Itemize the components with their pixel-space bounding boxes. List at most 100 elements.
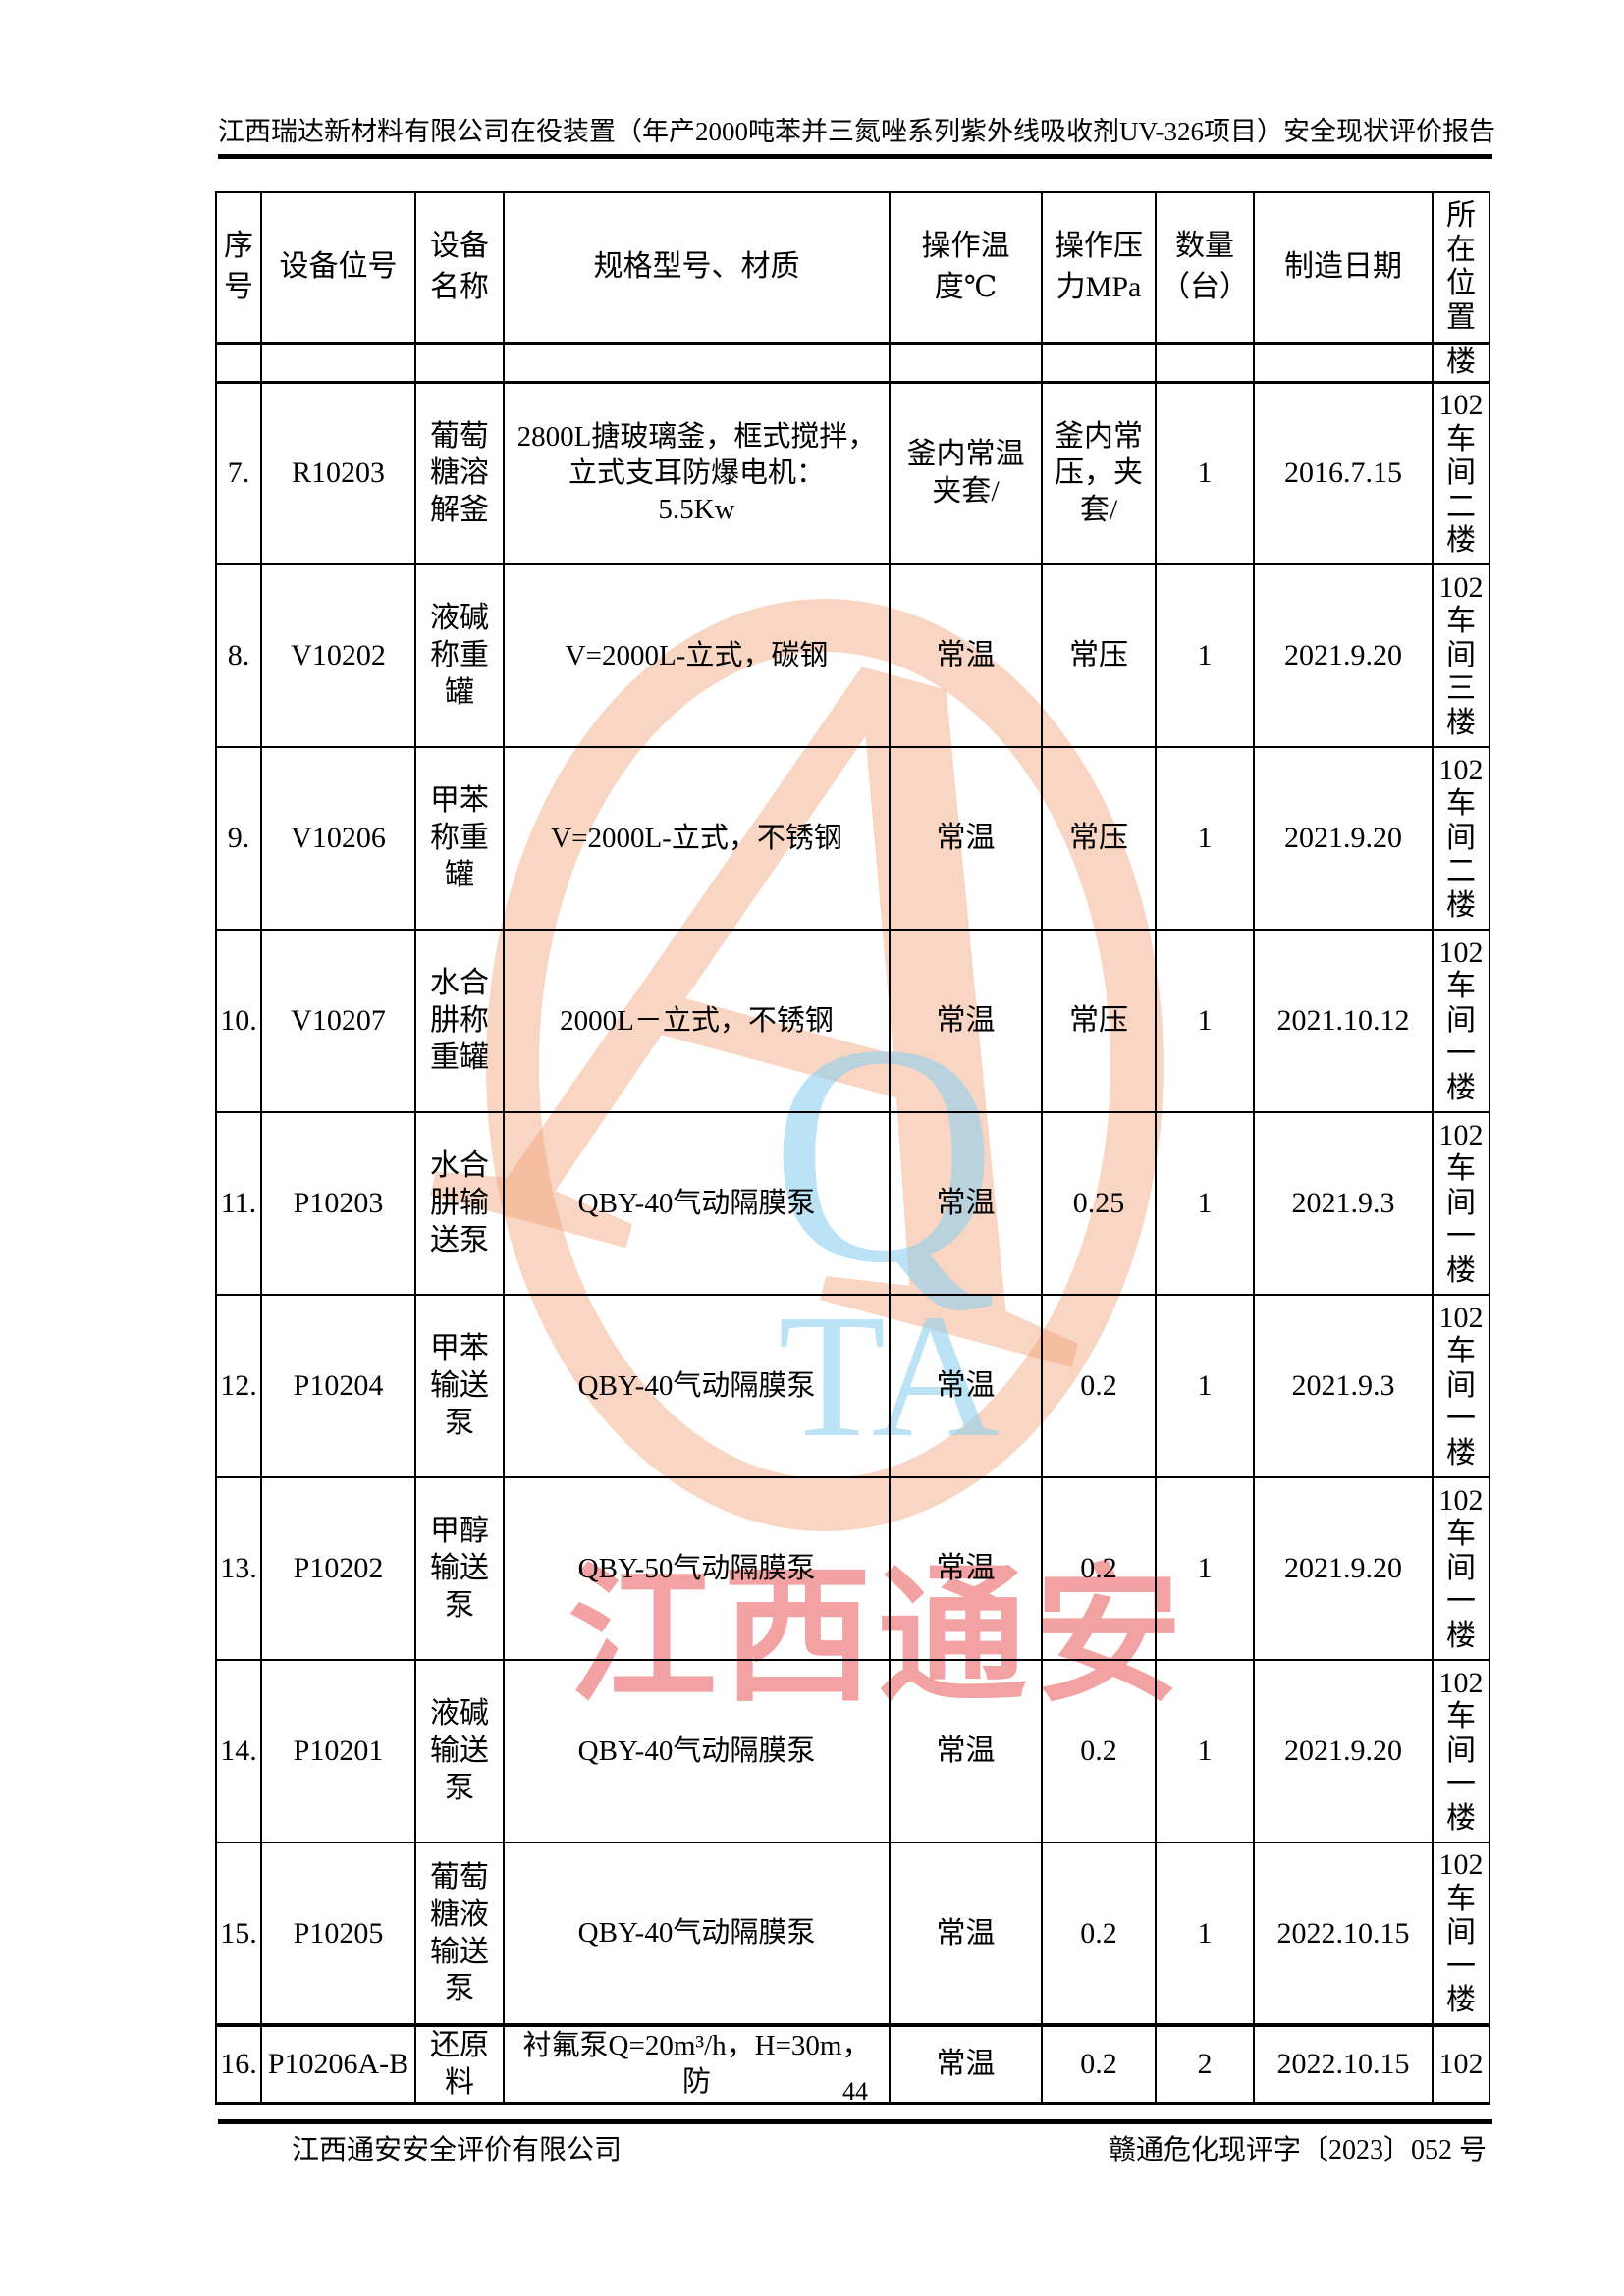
table-row: 12. P10204 甲苯输送泵 QBY-40气动隔膜泵 常温 0.2 1 20… xyxy=(215,1294,1490,1478)
cell-pressure: 0.2 xyxy=(1041,2022,1157,2105)
cell-location: 102车间一楼 xyxy=(1432,1842,1490,2026)
cell-location: 102车间一楼 xyxy=(1432,1476,1490,1661)
cell-temperature: 釜内常温夹套/ xyxy=(889,381,1043,565)
cell-date: 2022.10.15 xyxy=(1253,2022,1434,2105)
cell-index: 11. xyxy=(215,1111,262,1296)
cell-index: 12. xyxy=(215,1294,262,1478)
table-row: 14. P10201 液碱输送泵 QBY-40气动隔膜泵 常温 0.2 1 20… xyxy=(215,1659,1490,1843)
cell-pressure: 0.2 xyxy=(1041,1476,1157,1661)
spacer-cell xyxy=(1155,341,1255,384)
cell-quantity: 1 xyxy=(1155,1111,1255,1296)
cell-quantity: 1 xyxy=(1155,746,1255,931)
cell-tag: P10205 xyxy=(260,1842,416,2026)
cell-index: 8. xyxy=(215,563,262,748)
table-row: 13. P10202 甲醇输送泵 QBY-50气动隔膜泵 常温 0.2 1 20… xyxy=(215,1476,1490,1661)
cell-name: 甲苯称重罐 xyxy=(414,746,505,931)
table-spacer-row: 楼 xyxy=(215,341,1490,384)
cell-quantity: 1 xyxy=(1155,1842,1255,2026)
footer-company-name: 江西通安安全评价有限公司 xyxy=(292,2135,623,2165)
spacer-cell xyxy=(503,341,891,384)
cell-location: 102车间一楼 xyxy=(1432,1294,1490,1478)
cell-location: 102车间一楼 xyxy=(1432,1659,1490,1843)
cell-index: 16. xyxy=(215,2022,262,2105)
cell-spec: V=2000L-立式，碳钢 xyxy=(503,563,891,748)
cell-location: 102车间一楼 xyxy=(1432,1111,1490,1296)
footer-doc-number: 赣通危化现评字〔2023〕052 号 xyxy=(1108,2135,1487,2165)
cell-name: 甲醇输送泵 xyxy=(414,1476,505,1661)
cell-name: 甲苯输送泵 xyxy=(414,1294,505,1478)
cell-date: 2021.9.20 xyxy=(1253,746,1434,931)
cell-temperature: 常温 xyxy=(889,746,1043,931)
cell-temperature: 常温 xyxy=(889,1111,1043,1296)
cell-temperature: 常温 xyxy=(889,1294,1043,1478)
cell-spec: 2800L搪玻璃釜，框式搅拌，立式支耳防爆电机： 5.5Kw xyxy=(503,381,891,565)
cell-temperature: 常温 xyxy=(889,563,1043,748)
cell-location: 102 xyxy=(1432,2022,1490,2105)
table-row: 15. P10205 葡萄糖液输送泵 QBY-40气动隔膜泵 常温 0.2 1 … xyxy=(215,1842,1490,2026)
cell-location: 102车间二楼 xyxy=(1432,746,1490,931)
equipment-table: 序号 设备位号 设备名称 规格型号、材质 操作温度℃ 操作压力MPa 数量（台）… xyxy=(215,191,1490,2105)
col-header-index: 序号 xyxy=(215,191,262,344)
cell-quantity: 1 xyxy=(1155,563,1255,748)
page-header-title: 江西瑞达新材料有限公司在役装置（年产2000吨苯并三氮唑系列紫外线吸收剂UV-3… xyxy=(218,117,1496,146)
cell-location: 102车间一楼 xyxy=(1432,929,1490,1113)
cell-temperature: 常温 xyxy=(889,1476,1043,1661)
cell-name: 水合肼输送泵 xyxy=(414,1111,505,1296)
cell-tag: P10206A-B xyxy=(260,2022,416,2105)
cell-pressure: 0.25 xyxy=(1041,1111,1157,1296)
cell-tag: P10203 xyxy=(260,1111,416,1296)
col-header-location: 所在位置 xyxy=(1432,191,1490,344)
col-header-tag: 设备位号 xyxy=(260,191,416,344)
spacer-cell xyxy=(215,341,262,384)
table-row: 16. P10206A-B 还原料 衬氟泵Q=20m³/h，H=30m，防 常温… xyxy=(215,2022,1490,2105)
cell-pressure: 常压 xyxy=(1041,563,1157,748)
cell-index: 10. xyxy=(215,929,262,1113)
cell-index: 14. xyxy=(215,1659,262,1843)
cell-tag: V10206 xyxy=(260,746,416,931)
cell-date: 2021.9.3 xyxy=(1253,1294,1434,1478)
cell-spec: 2000L－立式，不锈钢 xyxy=(503,929,891,1113)
cell-date: 2021.10.12 xyxy=(1253,929,1434,1113)
spacer-cell xyxy=(889,341,1043,384)
cell-pressure: 0.2 xyxy=(1041,1842,1157,2026)
cell-quantity: 2 xyxy=(1155,2022,1255,2105)
cell-index: 7. xyxy=(215,381,262,565)
cell-date: 2021.9.3 xyxy=(1253,1111,1434,1296)
cell-quantity: 1 xyxy=(1155,1294,1255,1478)
cell-temperature: 常温 xyxy=(889,2022,1043,2105)
cell-date: 2021.9.20 xyxy=(1253,1659,1434,1843)
cell-tag: R10203 xyxy=(260,381,416,565)
cell-spec: QBY-50气动隔膜泵 xyxy=(503,1476,891,1661)
cell-temperature: 常温 xyxy=(889,1842,1043,2026)
spacer-cell-location: 楼 xyxy=(1432,341,1490,384)
cell-tag: P10204 xyxy=(260,1294,416,1478)
table-row: 9. V10206 甲苯称重罐 V=2000L-立式，不锈钢 常温 常压 1 2… xyxy=(215,746,1490,931)
cell-spec: QBY-40气动隔膜泵 xyxy=(503,1659,891,1843)
spacer-cell xyxy=(414,341,505,384)
cell-name: 葡萄糖溶解釜 xyxy=(414,381,505,565)
cell-date: 2021.9.20 xyxy=(1253,563,1434,748)
col-header-date: 制造日期 xyxy=(1253,191,1434,344)
cell-tag: P10201 xyxy=(260,1659,416,1843)
col-header-name: 设备名称 xyxy=(414,191,505,344)
spacer-cell xyxy=(260,341,416,384)
cell-pressure: 常压 xyxy=(1041,929,1157,1113)
table-row: 10. V10207 水合肼称重罐 2000L－立式，不锈钢 常温 常压 1 2… xyxy=(215,929,1490,1113)
cell-spec: QBY-40气动隔膜泵 xyxy=(503,1842,891,2026)
cell-temperature: 常温 xyxy=(889,929,1043,1113)
cell-name: 葡萄糖液输送泵 xyxy=(414,1842,505,2026)
table-row: 8. V10202 液碱称重罐 V=2000L-立式，碳钢 常温 常压 1 20… xyxy=(215,563,1490,748)
cell-quantity: 1 xyxy=(1155,1476,1255,1661)
cell-temperature: 常温 xyxy=(889,1659,1043,1843)
cell-location: 102车间二楼 xyxy=(1432,381,1490,565)
cell-name: 液碱输送泵 xyxy=(414,1659,505,1843)
cell-index: 13. xyxy=(215,1476,262,1661)
page-footer: 江西通安安全评价有限公司 赣通危化现评字〔2023〕052 号 xyxy=(218,2128,1492,2167)
cell-date: 2016.7.15 xyxy=(1253,381,1434,565)
cell-pressure: 0.2 xyxy=(1041,1659,1157,1843)
cell-spec: QBY-40气动隔膜泵 xyxy=(503,1111,891,1296)
col-header-temperature: 操作温度℃ xyxy=(889,191,1043,344)
cell-name: 水合肼称重罐 xyxy=(414,929,505,1113)
page-number: 44 xyxy=(842,2077,868,2106)
